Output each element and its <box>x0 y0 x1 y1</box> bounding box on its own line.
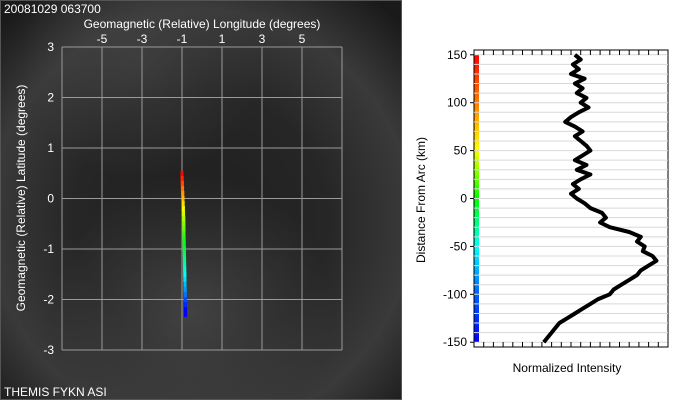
map-arc-point <box>180 170 184 181</box>
map-arc-point <box>183 286 187 297</box>
profile-y-tick-label: -100 <box>443 287 467 301</box>
map-arc-point <box>183 266 187 277</box>
profile-y-axis-title: Distance From Arc (km) <box>414 137 428 263</box>
map-arc-point <box>183 291 187 302</box>
profile-y-tick-label: 150 <box>447 48 467 62</box>
map-arc-point <box>181 185 185 196</box>
map-x-tick-label: -5 <box>97 32 108 46</box>
map-y-tick-label: 2 <box>47 91 54 105</box>
profile-grid <box>473 49 669 348</box>
map-arc-point <box>182 246 186 257</box>
map-y-tick-label: -3 <box>43 343 54 357</box>
map-y-tick-label: 0 <box>47 192 54 206</box>
map-arc-point <box>182 231 186 242</box>
map-arc-point <box>182 236 186 247</box>
map-arc-point <box>181 196 185 207</box>
map-arc-point <box>182 216 186 227</box>
map-x-tick-label: 5 <box>299 32 306 46</box>
map-ticks: -5 -3 -1 1 3 5 -3 -2 -1 0 1 2 3 <box>43 32 305 357</box>
timestamp-label: 20081029 063700 <box>4 2 101 16</box>
map-arc-point <box>181 190 185 201</box>
map-arc-point <box>183 256 187 267</box>
map-arc-point <box>180 180 184 191</box>
map-arc-point <box>183 276 187 287</box>
map-arc-points <box>180 170 188 318</box>
profile-ticks: 150 100 50 0 -50 -100 -150 <box>443 48 474 349</box>
profile-line <box>542 53 659 344</box>
map-arc-point <box>181 201 185 212</box>
map-arc-point <box>182 221 186 232</box>
map-arc-point <box>182 241 186 252</box>
map-x-tick-label: 3 <box>259 32 266 46</box>
map-arc-point <box>182 251 186 262</box>
map-arc-point <box>183 302 187 313</box>
map-arc-point <box>184 307 188 318</box>
map-y-tick-label: 3 <box>47 40 54 54</box>
profile-x-axis-title: Normalized Intensity <box>513 361 622 375</box>
map-arc-point <box>183 281 187 292</box>
map-arc-point <box>183 271 187 282</box>
map-x-tick-label: -3 <box>137 32 148 46</box>
profile-y-tick-label: -150 <box>443 335 467 349</box>
profile-y-tick-label: -50 <box>450 239 468 253</box>
map-arc-point <box>182 226 186 237</box>
footer-label: THEMIS FYKN ASI <box>4 385 107 399</box>
map-y-tick-label: -1 <box>43 242 54 256</box>
map-arc-point <box>180 175 184 186</box>
map-y-tick-label: 1 <box>47 141 54 155</box>
map-x-tick-label: 1 <box>219 32 226 46</box>
asi-panel: 20081029 063700 THEMIS FYKN ASI Geomagne… <box>0 0 402 400</box>
map-arc-point <box>182 211 186 222</box>
map-arc-point <box>183 297 187 308</box>
profile-panel: 150 100 50 0 -50 -100 -150 Distance From Arc (… <box>402 0 700 400</box>
map-top-axis-title: Geomagnetic (Relative) Longitude (degree… <box>84 17 321 31</box>
map-arc-point <box>183 261 187 272</box>
map-y-axis-title: Geomagnetic (Relative) Latitude (degrees… <box>14 85 28 312</box>
asi-haze-upper <box>0 0 402 400</box>
map-y-tick-label: -2 <box>43 293 54 307</box>
profile-y-tick-label: 0 <box>460 192 467 206</box>
map-x-tick-label: -1 <box>177 32 188 46</box>
profile-y-tick-label: 50 <box>454 144 468 158</box>
map-arc-point <box>181 206 185 217</box>
profile-y-tick-label: 100 <box>447 96 467 110</box>
